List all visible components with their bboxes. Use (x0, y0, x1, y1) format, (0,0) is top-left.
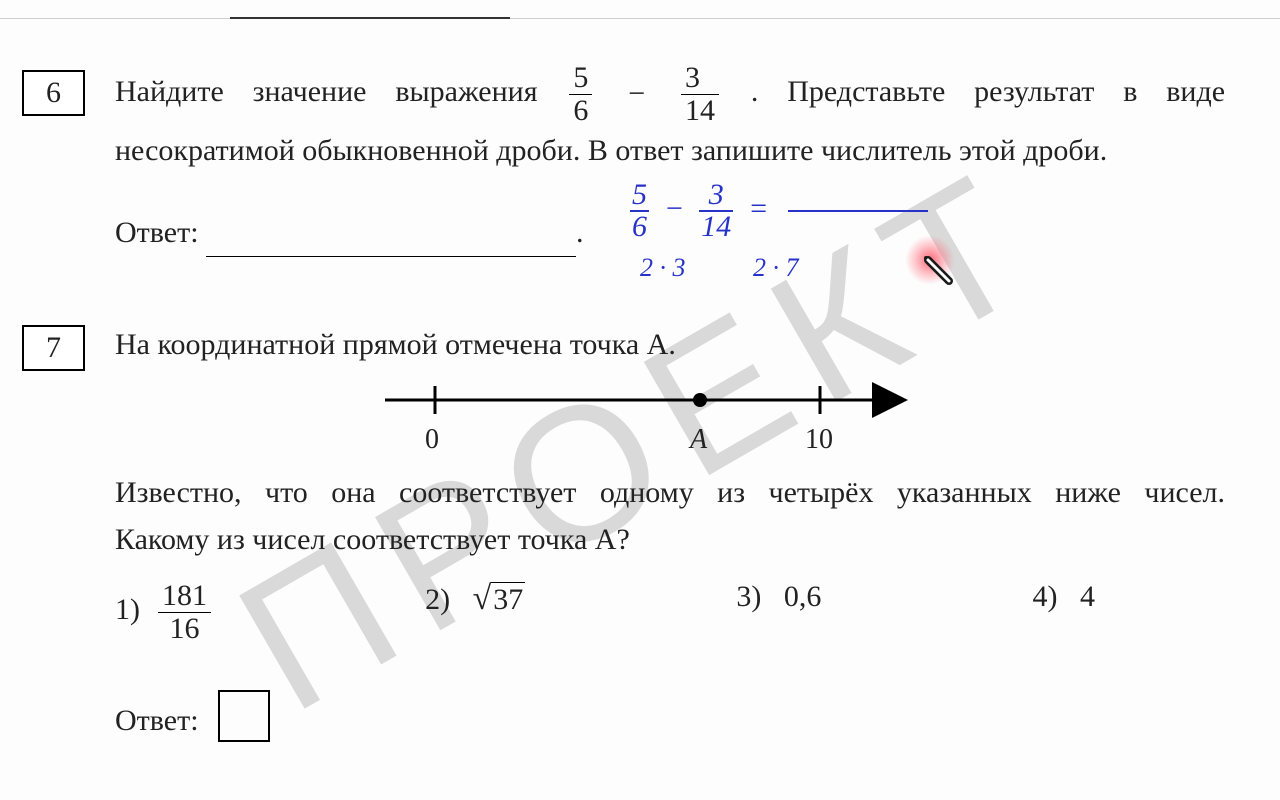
hw-f1-num: 5 (630, 180, 649, 212)
q6-answer: Ответ: . (115, 210, 584, 257)
minus-sign: − (624, 71, 649, 118)
hw-factor1: 2 · 3 (640, 253, 686, 283)
q7-line2: Известно, что она соответствует одному и… (115, 470, 1225, 517)
opt1-frac-den: 16 (158, 613, 211, 645)
opt3-num: 3) (736, 580, 761, 613)
q6-frac1: 5 6 (569, 62, 592, 126)
answer-blank[interactable] (206, 223, 576, 257)
answer-label-7: Ответ: (115, 704, 199, 737)
hw-result-line (788, 209, 928, 212)
sqrt-icon: √ (473, 580, 492, 617)
q6-frac2: 3 14 (681, 62, 719, 126)
q6-frac1-den: 6 (569, 95, 592, 127)
hw-f2-num: 3 (699, 180, 733, 212)
hw-minus: − (664, 192, 684, 225)
opt1[interactable]: 1) 181 16 (115, 580, 214, 644)
axis-a: A (690, 418, 707, 461)
opt2-num: 2) (425, 583, 450, 616)
cursor-pointer-icon (895, 225, 965, 295)
hw-frac2: 3 14 (699, 180, 733, 242)
q7-line3: Какому из чисел соответствует точка A? (115, 517, 1225, 564)
handwriting-expr: 5 6 − 3 14 = (630, 180, 928, 242)
q6-frac2-den: 14 (681, 95, 719, 127)
q7-answer: Ответ: (115, 690, 270, 745)
q6-frac2-num: 3 (681, 62, 719, 95)
hw-factor2: 2 · 7 (753, 253, 799, 283)
opt3-val: 0,6 (784, 580, 822, 613)
q7-line1: На координатной прямой отмечена точка A. (115, 322, 676, 369)
hw-f1-den: 6 (630, 212, 649, 242)
opt3[interactable]: 3) 0,6 (736, 580, 821, 644)
question-number-7: 7 (22, 325, 85, 371)
q6-text-pre: Найдите значение выражения (115, 75, 538, 108)
q6-text-post: . Представьте результат в виде (751, 75, 1225, 108)
q6-line1: Найдите значение выражения 5 6 − 3 14 . … (115, 62, 1225, 126)
hw-f2-den: 14 (699, 212, 733, 242)
opt4[interactable]: 4) 4 (1033, 580, 1096, 644)
period: . (576, 216, 584, 249)
axis-ten: 10 (805, 418, 833, 461)
axis-zero: 0 (425, 418, 439, 461)
answer-label: Ответ: (115, 216, 199, 249)
opt2[interactable]: 2) √37 (425, 580, 525, 644)
opt1-num: 1) (115, 593, 140, 626)
opt2-val: 37 (491, 582, 525, 616)
top-blank-line (230, 0, 510, 19)
hw-frac1: 5 6 (630, 180, 649, 242)
opt4-num: 4) (1033, 580, 1058, 613)
opt1-frac-num: 181 (158, 580, 211, 613)
q7-options: 1) 181 16 2) √37 3) 0,6 4) 4 (115, 580, 1095, 644)
opt1-frac: 181 16 (158, 580, 211, 644)
question-number-6: 6 (22, 70, 85, 116)
q6-line2: несократимой обыкновенной дроби. В ответ… (115, 128, 1225, 175)
number-line (380, 378, 920, 448)
opt4-val: 4 (1080, 580, 1095, 613)
q6-frac1-num: 5 (569, 62, 592, 95)
answer-box[interactable] (218, 690, 270, 742)
top-divider (0, 18, 1280, 19)
hw-equals: = (748, 192, 768, 225)
